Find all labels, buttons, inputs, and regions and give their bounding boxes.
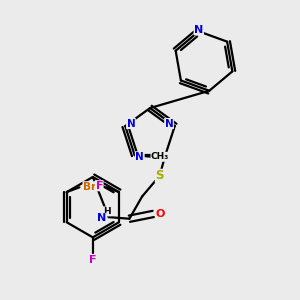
Text: CH₃: CH₃ (151, 152, 169, 161)
Text: F: F (95, 181, 103, 191)
Text: N: N (194, 25, 203, 35)
Text: F: F (89, 255, 97, 265)
Text: O: O (155, 209, 165, 219)
Text: Br: Br (83, 182, 96, 192)
Text: N: N (165, 118, 173, 128)
Text: N: N (135, 152, 144, 162)
Text: N: N (97, 213, 106, 224)
Text: S: S (155, 169, 164, 182)
Text: H: H (103, 207, 111, 216)
Text: N: N (127, 118, 135, 128)
